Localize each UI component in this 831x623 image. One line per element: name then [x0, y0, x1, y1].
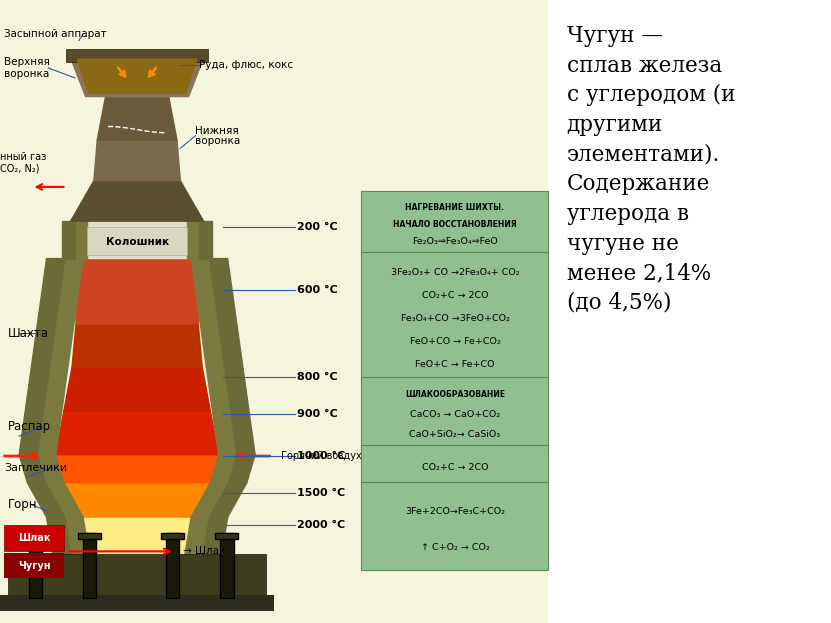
Text: 900 °C: 900 °C — [297, 409, 338, 419]
Text: CO₂+C → 2CO: CO₂+C → 2CO — [421, 291, 489, 300]
Polygon shape — [65, 517, 91, 567]
FancyBboxPatch shape — [361, 191, 548, 254]
Polygon shape — [37, 455, 64, 483]
Text: Колошник: Колошник — [106, 237, 169, 247]
Text: Верхняя: Верхняя — [4, 57, 50, 67]
Text: 3Fe₂O₃+ CO →2Fe₃O₄+ CO₂: 3Fe₂O₃+ CO →2Fe₃O₄+ CO₂ — [391, 268, 519, 277]
Text: CaO+SiO₂→ CaSiO₃: CaO+SiO₂→ CaSiO₃ — [410, 430, 500, 439]
Polygon shape — [46, 483, 83, 517]
Polygon shape — [72, 324, 202, 368]
Text: Горн: Горн — [8, 498, 37, 511]
Polygon shape — [75, 221, 87, 259]
FancyBboxPatch shape — [215, 533, 238, 539]
Text: Шлак: Шлак — [17, 533, 51, 543]
FancyBboxPatch shape — [0, 595, 274, 611]
Polygon shape — [27, 483, 65, 517]
Polygon shape — [199, 221, 212, 259]
Text: Горячий воздух: Горячий воздух — [281, 451, 361, 461]
Text: НАГРЕВАНИЕ ШИХТЫ.: НАГРЕВАНИЕ ШИХТЫ. — [406, 202, 504, 212]
Polygon shape — [62, 221, 75, 259]
Text: FeO+C → Fe+CO: FeO+C → Fe+CO — [416, 360, 494, 369]
FancyBboxPatch shape — [166, 533, 179, 598]
Text: CO₂, N₂): CO₂, N₂) — [0, 163, 40, 173]
Text: Распар: Распар — [8, 421, 52, 433]
Text: Чугун: Чугун — [17, 561, 51, 571]
FancyBboxPatch shape — [87, 227, 187, 255]
Text: Чугун —
сплав железа
с углеродом (и
другими
элементами).
Содержание
углерода в
ч: Чугун — сплав железа с углеродом (и друг… — [567, 25, 735, 314]
FancyBboxPatch shape — [4, 553, 64, 578]
Polygon shape — [56, 411, 219, 455]
Polygon shape — [56, 455, 219, 483]
Polygon shape — [97, 97, 177, 140]
Text: НАЧАЛО ВОССТАНОВЛЕНИЯ: НАЧАЛО ВОССТАНОВЛЕНИЯ — [393, 220, 517, 229]
Polygon shape — [210, 455, 237, 483]
Text: → Шлак: → Шлак — [183, 546, 225, 556]
Text: 3Fe+2CO→Fe₃C+CO₂: 3Fe+2CO→Fe₃C+CO₂ — [405, 507, 505, 516]
Polygon shape — [191, 259, 237, 455]
FancyBboxPatch shape — [161, 533, 184, 539]
Text: 800 °C: 800 °C — [297, 372, 338, 382]
FancyBboxPatch shape — [361, 445, 548, 484]
FancyBboxPatch shape — [220, 533, 234, 598]
Polygon shape — [183, 517, 209, 567]
FancyBboxPatch shape — [361, 482, 548, 570]
Polygon shape — [209, 259, 255, 455]
Text: Нижняя: Нижняя — [195, 126, 239, 136]
Text: Fe₃O₄+CO →3FeO+CO₂: Fe₃O₄+CO →3FeO+CO₂ — [401, 314, 509, 323]
FancyBboxPatch shape — [78, 533, 101, 539]
Polygon shape — [209, 483, 247, 517]
Text: Fe₂O₃⇒Fe₃O₄⇒FeO: Fe₂O₃⇒Fe₃O₄⇒FeO — [412, 237, 498, 245]
Polygon shape — [19, 455, 46, 483]
Polygon shape — [187, 221, 199, 259]
Text: CO₂+C → 2CO: CO₂+C → 2CO — [421, 463, 489, 472]
Polygon shape — [75, 259, 199, 324]
FancyBboxPatch shape — [8, 554, 266, 598]
Polygon shape — [72, 62, 202, 97]
FancyBboxPatch shape — [83, 533, 96, 598]
FancyBboxPatch shape — [66, 49, 208, 62]
Polygon shape — [19, 259, 65, 455]
Polygon shape — [47, 517, 73, 567]
FancyBboxPatch shape — [29, 533, 42, 598]
Polygon shape — [71, 181, 204, 221]
FancyBboxPatch shape — [548, 0, 831, 623]
Text: Шахта: Шахта — [8, 327, 49, 340]
Text: воронка: воронка — [4, 69, 49, 78]
Polygon shape — [37, 259, 83, 455]
Text: Засыпной аппарат: Засыпной аппарат — [4, 29, 106, 39]
Text: CaCO₃ → CaO+CO₂: CaCO₃ → CaO+CO₂ — [410, 410, 500, 419]
FancyBboxPatch shape — [361, 377, 548, 449]
FancyBboxPatch shape — [361, 252, 548, 380]
Text: ШЛАКООБРАЗОВАНИЕ: ШЛАКООБРАЗОВАНИЕ — [405, 391, 505, 399]
FancyBboxPatch shape — [0, 0, 548, 623]
Text: 1500 °C: 1500 °C — [297, 488, 346, 498]
Text: воронка: воронка — [195, 136, 240, 146]
Text: 1000 °C: 1000 °C — [297, 451, 346, 461]
Text: 600 °C: 600 °C — [297, 285, 338, 295]
Polygon shape — [229, 455, 255, 483]
Polygon shape — [83, 517, 191, 567]
Text: Руда, флюс, кокс: Руда, флюс, кокс — [199, 60, 293, 70]
Text: ↑ C+O₂ → CO₂: ↑ C+O₂ → CO₂ — [420, 543, 489, 552]
Polygon shape — [191, 483, 229, 517]
Polygon shape — [77, 59, 197, 93]
Polygon shape — [64, 483, 210, 517]
Text: нный газ: нный газ — [0, 152, 47, 162]
Text: FeO+CO → Fe+CO₂: FeO+CO → Fe+CO₂ — [410, 337, 500, 346]
Polygon shape — [201, 517, 228, 567]
Polygon shape — [64, 368, 210, 411]
Text: 200 °C: 200 °C — [297, 222, 338, 232]
FancyBboxPatch shape — [4, 525, 64, 551]
Text: Заплечики: Заплечики — [4, 464, 67, 473]
FancyBboxPatch shape — [24, 533, 47, 539]
Text: 2000 °C: 2000 °C — [297, 520, 346, 530]
Polygon shape — [94, 140, 180, 181]
Polygon shape — [85, 221, 189, 259]
